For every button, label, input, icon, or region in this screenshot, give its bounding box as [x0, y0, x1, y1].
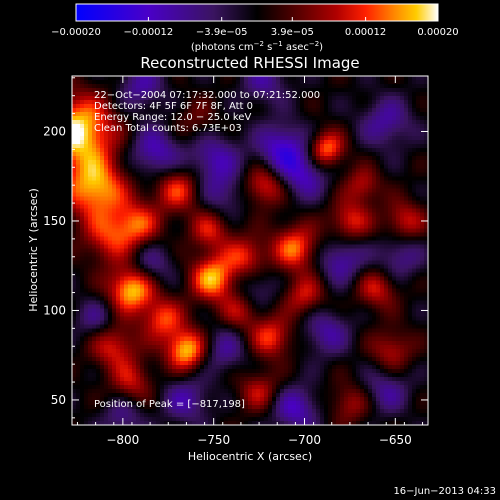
annotation-energy-range: Energy Range: 12.0 − 25.0 keV	[94, 112, 251, 123]
annotation-detectors: Detectors: 4F 5F 6F 7F 8F, Att 0	[94, 101, 253, 112]
colorbar-units: (photons cm−2 s−1 asec−2)	[191, 40, 323, 53]
x-tick-label: −700	[288, 433, 321, 447]
annotation-time-range: 22−Oct−2004 07:17:32.000 to 07:21:52.000	[94, 90, 320, 101]
colorbar-tick-label: 3.9e−05	[271, 27, 314, 38]
x-axis-ticks: −800 −750 −700 −650	[76, 76, 424, 447]
x-axis-label: Heliocentric X (arcsec)	[188, 450, 312, 463]
annotation-peak-position: Position of Peak = [−817,198]	[94, 399, 245, 410]
plot-frame	[71, 75, 429, 426]
x-tick-label: −650	[379, 433, 412, 447]
annotation-counts: Clean Total counts: 6.73E+03	[94, 123, 242, 134]
colorbar-tick-label: −3.9e−05	[196, 27, 248, 38]
y-tick-label: 150	[43, 214, 66, 228]
colorbar-tick-label: −0.00020	[51, 27, 101, 38]
colorbar	[75, 3, 439, 22]
y-axis-ticks: 50 100 150 200	[43, 77, 428, 419]
x-tick-label: −750	[197, 433, 230, 447]
date-stamp: 16−Jun−2013 04:33	[393, 486, 496, 497]
chart-title: Reconstructed RHESSI Image	[140, 54, 359, 72]
colorbar-tick-label: 0.00012	[345, 27, 386, 38]
y-tick-label: 100	[43, 303, 66, 317]
y-tick-label: 200	[43, 124, 66, 138]
heatmap-image	[72, 76, 428, 425]
x-tick-label: −800	[106, 433, 139, 447]
colorbar-ticks: −0.00020 −0.00012 −3.9e−05 3.9e−05 0.00012 0.…	[51, 17, 459, 38]
y-tick-label: 50	[51, 393, 66, 407]
y-axis-label: Heliocentric Y (arcsec)	[27, 188, 40, 312]
colorbar-tick-label: −0.00012	[124, 27, 174, 38]
colorbar-tick-label: 0.00020	[417, 27, 458, 38]
